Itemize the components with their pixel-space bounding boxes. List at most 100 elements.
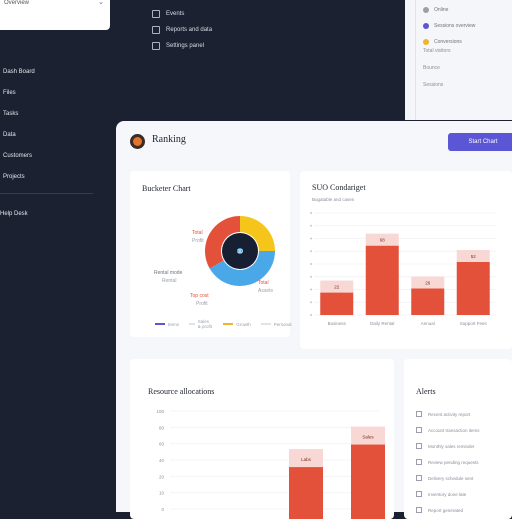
list-bullet-icon <box>416 507 422 513</box>
bar-0 <box>320 292 354 315</box>
alerts-card-title: Alerts <box>416 387 436 396</box>
bar-chart-title: SUO Condariget <box>312 183 366 192</box>
list-bullet-icon <box>416 443 422 449</box>
legend-item: Items <box>155 319 179 329</box>
donut-center-text: 30 <box>237 249 243 255</box>
alerts-card: Alerts Recent activity report Account tra… <box>404 359 512 519</box>
bar-value-label: 52 <box>471 254 477 259</box>
sidebar-item-projects[interactable]: Projects <box>3 174 25 180</box>
y-tick-label: 100 <box>156 409 164 414</box>
list-bullet-icon <box>416 411 422 417</box>
bar-value-label: 26 <box>425 280 431 285</box>
sidebar-item-customers[interactable]: Customers <box>3 153 33 159</box>
stat-label: Bounce <box>423 65 440 71</box>
donut-sublabel-3: Assets <box>258 288 274 294</box>
y-tick-label: 20 <box>159 474 165 479</box>
alert-list-label: Inventory done late <box>428 491 467 497</box>
menu-item-settings[interactable]: Settings panel <box>152 38 212 54</box>
legend-item: Online <box>423 2 475 18</box>
y-tick <box>310 275 312 278</box>
sidebar-item-data[interactable]: Data <box>3 132 16 138</box>
bar-value-label: 68 <box>380 238 386 243</box>
resource-card-title: Resource allocations <box>148 387 215 396</box>
alert-list-label: Recent activity report <box>428 411 471 417</box>
x-tick-label: Annual <box>421 321 435 326</box>
bar-value-label: 22 <box>334 285 340 290</box>
y-tick-label: 10 <box>159 491 165 496</box>
bar-cap-1 <box>365 233 399 246</box>
menu-item-events[interactable]: Events <box>152 6 212 22</box>
y-tick <box>310 237 312 240</box>
x-tick-label: Daily Rental <box>370 321 394 326</box>
donut-label-1: Rental mode <box>154 270 183 276</box>
alert-list-item[interactable]: Review pending requests <box>416 459 479 465</box>
donut-sublabel-1: Rental <box>162 278 176 284</box>
alert-list-item[interactable]: Report generated <box>416 507 463 513</box>
donut-chart-title: Bucketer Chart <box>142 184 191 193</box>
donut-sublabel-0: Profit <box>192 238 204 244</box>
y-tick-label: 0 <box>161 507 164 512</box>
y-tick <box>310 288 312 291</box>
donut-chart-card: Bucketer Chart 30 Total Profit Rental mo… <box>130 171 292 337</box>
list-bullet-icon <box>416 427 422 433</box>
start-chart-button[interactable]: Start Chart <box>448 133 512 151</box>
alert-list-label: Delivery schedule sent <box>428 475 474 481</box>
y-tick <box>310 212 312 214</box>
checkbox-icon <box>152 42 160 50</box>
right-panel-legend: Online Sessions overview Conversions <box>423 2 475 50</box>
alert-list-item[interactable]: Recent activity report <box>416 411 470 417</box>
donut-segment-yellow <box>240 216 275 251</box>
sidebar-nav: Dash Board Files Tasks Data Customers Pr… <box>3 66 35 192</box>
donut-segment-blue <box>209 251 275 286</box>
legend-item: Sessions overview <box>423 18 475 34</box>
donut-label-3: Total <box>258 280 269 286</box>
legend-dot <box>423 39 429 45</box>
legend-dot <box>423 23 429 29</box>
sidebar-help[interactable]: Help Desk <box>0 211 28 217</box>
alert-list-item[interactable]: Delivery schedule sent <box>416 475 473 481</box>
legend-item: Growth <box>223 319 251 329</box>
y-tick <box>310 224 312 227</box>
resource-bar-cap-0 <box>289 449 323 468</box>
alert-list-label: Monthly sales reminder <box>428 443 475 449</box>
donut-label-0: Total <box>192 230 203 236</box>
resource-bar-cap-1 <box>351 426 385 445</box>
chevron-down-icon[interactable]: ⌄ <box>98 0 104 6</box>
list-bullet-icon <box>416 491 422 497</box>
bar-cap-0 <box>320 280 354 293</box>
stat-label: Total visitors <box>423 48 451 54</box>
resource-bar-label: Sales <box>362 435 374 440</box>
y-tick-label: 40 <box>159 458 165 463</box>
y-tick <box>310 250 312 253</box>
app-logo-icon <box>130 134 145 149</box>
alert-list-item[interactable]: Account transaction items <box>416 427 480 433</box>
donut-label-2: Top cost <box>190 293 209 299</box>
app-title: Ranking <box>152 134 186 145</box>
sidebar-item-files[interactable]: Files <box>3 90 16 96</box>
resource-bar-label: Labs <box>301 457 312 462</box>
bar-chart-subtitle: Bugatable and cases <box>312 197 355 202</box>
y-tick-label: 60 <box>159 442 165 447</box>
y-tick <box>310 263 312 265</box>
sidebar-divider <box>0 193 93 194</box>
alert-list-item[interactable]: Inventory done late <box>416 491 466 497</box>
menu-item-reports[interactable]: Reports and data <box>152 22 212 38</box>
overview-card-label: Overview <box>4 0 30 6</box>
alert-list-item[interactable]: Monthly sales reminder <box>416 443 475 449</box>
legend-item: Sales & profit <box>189 319 213 329</box>
panel-divider <box>415 0 416 120</box>
sidebar-item-tasks[interactable]: Tasks <box>3 111 19 117</box>
sidebar-item-dashboard[interactable]: Dash Board <box>3 69 35 75</box>
y-tick <box>310 314 312 316</box>
y-tick-label: 80 <box>159 425 165 430</box>
checkbox-icon <box>152 26 160 34</box>
resource-card: Resource allocations 100 80 60 40 20 10 0 Labs… <box>130 359 394 519</box>
bar-cap-2 <box>411 276 445 289</box>
bar-chart: 22 Business 68 Daily Rental 26 Annual 52 Suppor… <box>310 212 496 326</box>
y-tick <box>310 301 312 304</box>
background-menu: Events Reports and data Settings panel <box>152 6 212 54</box>
overview-card[interactable]: Overview ⌄ <box>0 0 110 30</box>
list-bullet-icon <box>416 475 422 481</box>
donut-sublabel-2: Profit <box>196 301 208 307</box>
